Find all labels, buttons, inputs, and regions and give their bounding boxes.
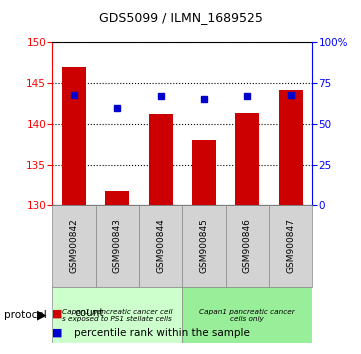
Text: count: count: [74, 308, 104, 318]
Bar: [62, 67, 86, 205]
Text: Capan1 pancreatic cancer cell
s exposed to PS1 stellate cells: Capan1 pancreatic cancer cell s exposed …: [62, 308, 173, 322]
Text: ▶: ▶: [37, 309, 46, 321]
Text: ■: ■: [52, 328, 63, 338]
Bar: [52, 205, 96, 287]
Bar: [149, 114, 173, 205]
Bar: [192, 140, 216, 205]
Bar: [269, 205, 312, 287]
Text: GSM900847: GSM900847: [286, 218, 295, 274]
Bar: [105, 191, 129, 205]
Text: Capan1 pancreatic cancer
cells only: Capan1 pancreatic cancer cells only: [199, 308, 295, 322]
Bar: [96, 205, 139, 287]
Bar: [279, 90, 303, 205]
Text: GSM900844: GSM900844: [156, 219, 165, 273]
Bar: [182, 205, 226, 287]
Bar: [182, 287, 312, 343]
Text: ■: ■: [52, 308, 63, 318]
Text: GSM900845: GSM900845: [200, 218, 208, 274]
Bar: [226, 205, 269, 287]
Bar: [139, 205, 182, 287]
Text: protocol: protocol: [4, 310, 46, 320]
Bar: [52, 287, 182, 343]
Text: GSM900846: GSM900846: [243, 218, 252, 274]
Text: GDS5099 / ILMN_1689525: GDS5099 / ILMN_1689525: [99, 11, 262, 24]
Text: GSM900843: GSM900843: [113, 218, 122, 274]
Bar: [235, 113, 259, 205]
Text: GSM900842: GSM900842: [70, 219, 78, 273]
Text: percentile rank within the sample: percentile rank within the sample: [74, 328, 250, 338]
